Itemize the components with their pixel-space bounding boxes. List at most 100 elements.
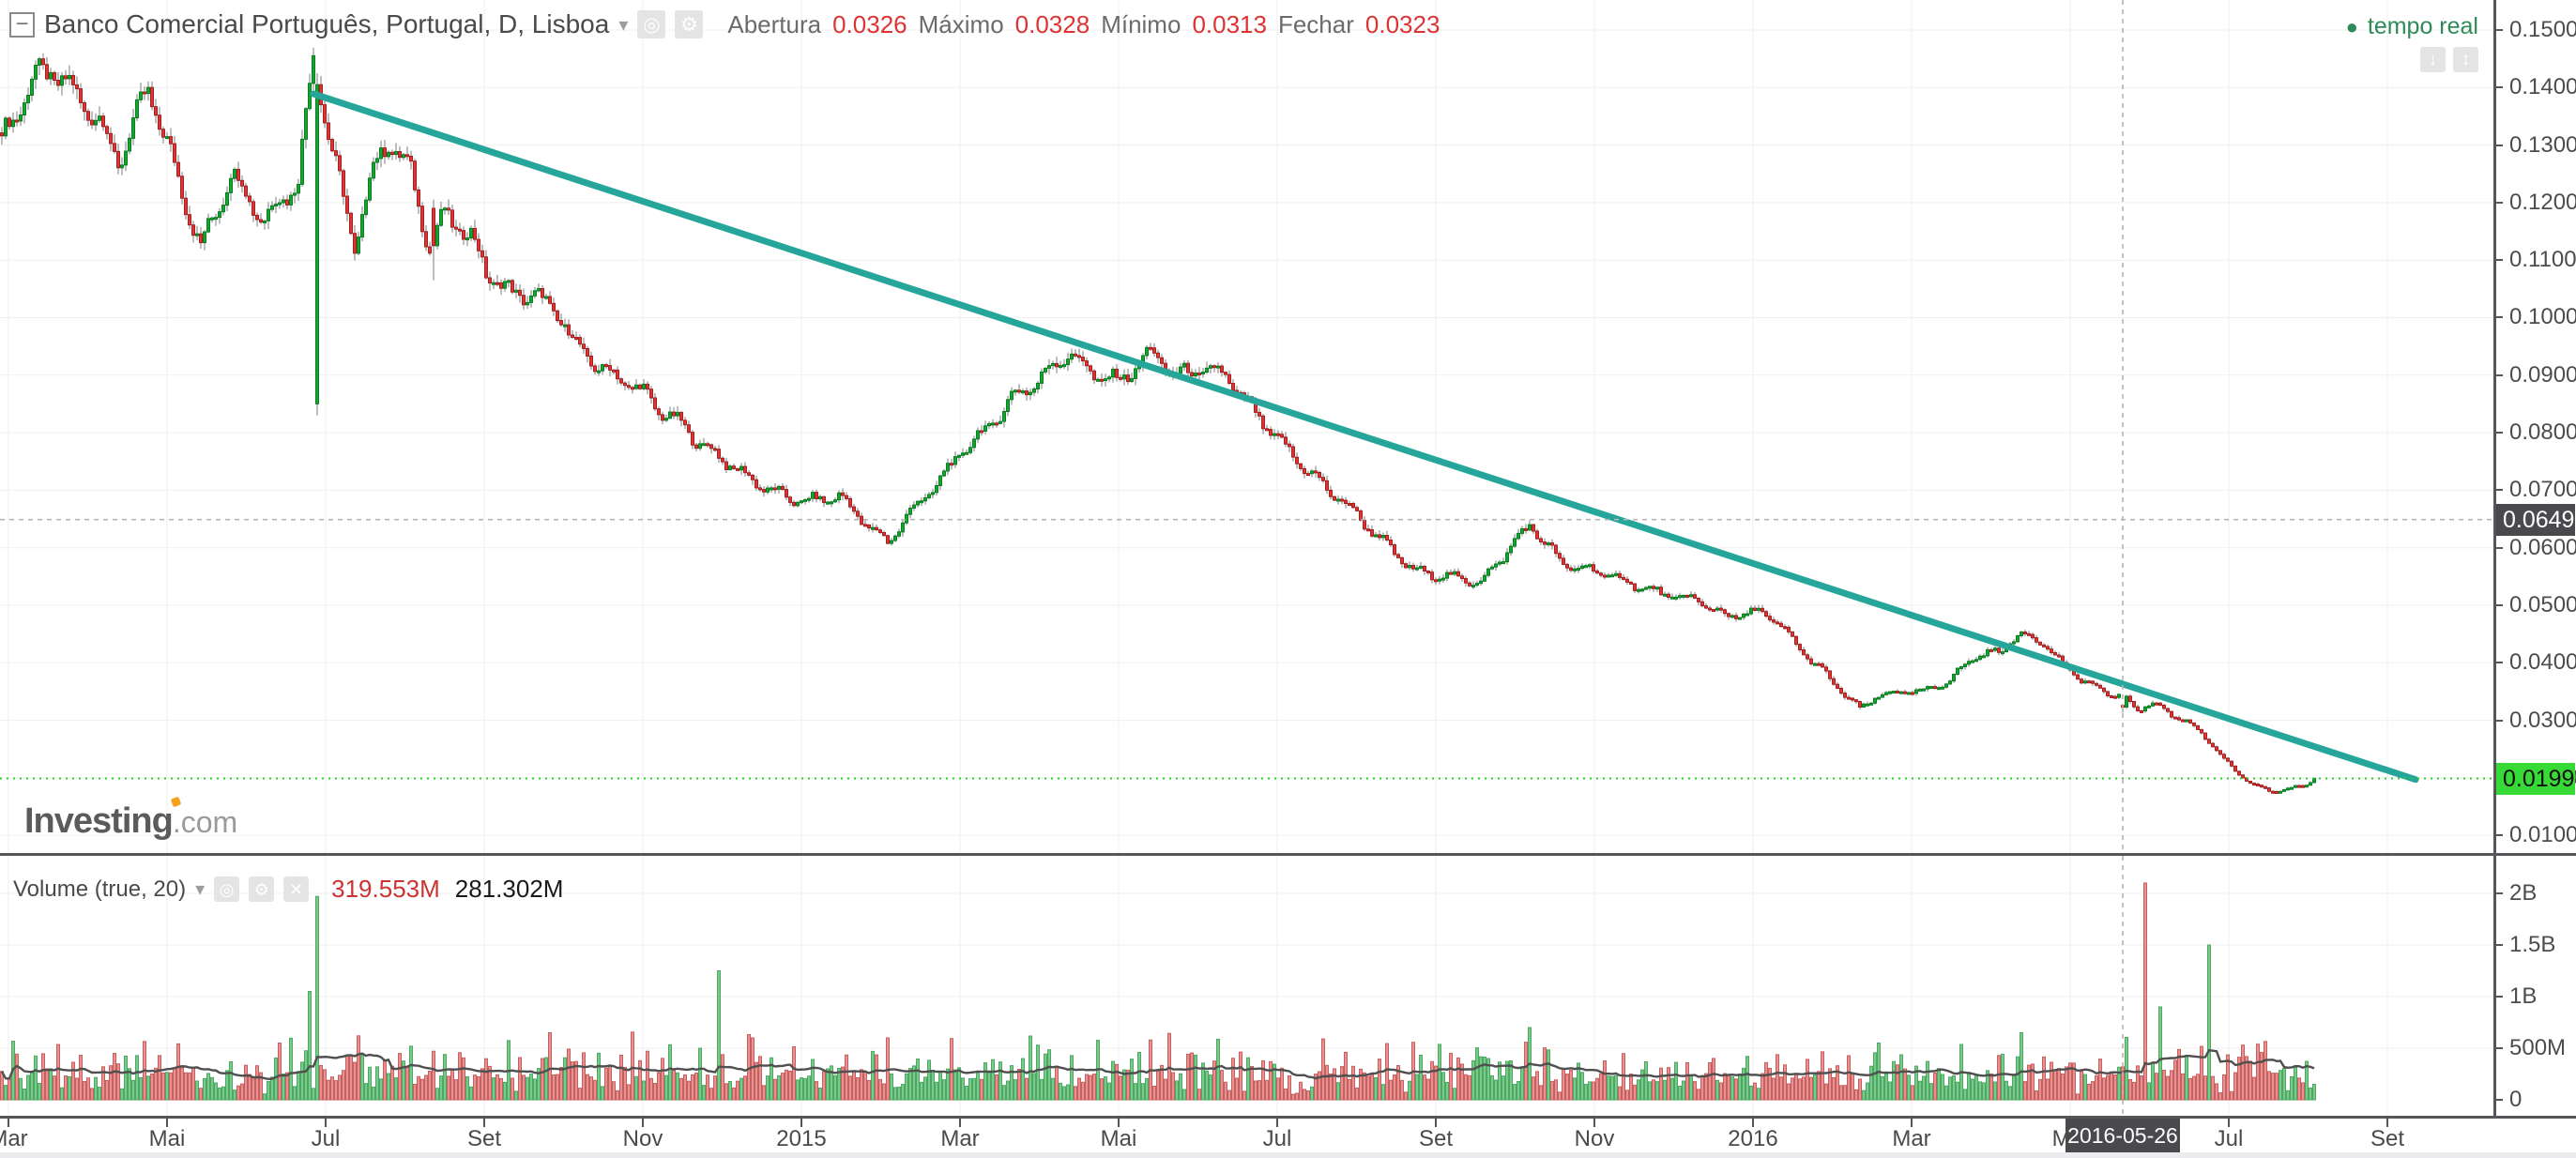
volume-chart-canvas[interactable]	[0, 856, 2493, 1117]
chevron-down-icon[interactable]: ▾	[618, 14, 629, 36]
time-tick-label: Set	[466, 1126, 502, 1151]
time-tick-label: 2016	[1728, 1126, 1778, 1151]
time-tick-mark	[1593, 1119, 1595, 1127]
price-tick-mark	[2493, 432, 2503, 434]
time-tick-mark	[1752, 1119, 1754, 1127]
time-tick-label: Nov	[1574, 1126, 1615, 1151]
bullseye-icon[interactable]: ◎	[214, 876, 240, 902]
time-tick-label: 2015	[776, 1126, 827, 1151]
price-tick-label: 0.0800	[2509, 419, 2576, 445]
volume-ma-value: 281.302M	[454, 875, 564, 903]
volume-tick-label: 1.5B	[2509, 932, 2556, 957]
price-tick-mark	[2493, 145, 2503, 146]
volume-tick-mark	[2493, 996, 2503, 998]
bullseye-icon[interactable]: ◎	[637, 10, 666, 38]
price-tick-mark	[2493, 720, 2503, 722]
time-tick-mark	[1276, 1119, 1278, 1127]
collapse-pane-icon[interactable]: −	[9, 11, 35, 38]
price-tick-mark	[2493, 259, 2503, 261]
volume-tick-label: 500M	[2509, 1035, 2567, 1060]
time-tick-label: Mai	[148, 1126, 186, 1151]
price-tick-label: 0.1300	[2509, 132, 2576, 158]
price-tick-mark	[2493, 316, 2503, 318]
realtime-status: ● tempo real	[2346, 13, 2478, 40]
chevron-down-icon[interactable]: ▾	[195, 879, 206, 900]
price-tick-label: 0.0500	[2509, 592, 2576, 617]
close-label: Fechar	[1277, 9, 1354, 38]
price-tick-mark	[2493, 834, 2503, 836]
ohlc-legend: Abertura 0.0326 Máximo 0.0328 Mínimo 0.0…	[727, 10, 1440, 39]
gear-icon[interactable]: ⚙	[675, 10, 704, 38]
volume-tick-mark	[2493, 1099, 2503, 1101]
time-tick-mark	[483, 1119, 485, 1127]
time-tick-label: Mai	[1100, 1126, 1137, 1151]
time-tick-mark	[1435, 1119, 1437, 1127]
time-axis-border	[0, 1116, 2576, 1119]
crosshair-price-badge: 0.0649	[2496, 504, 2575, 536]
price-tick-label: 0.1100	[2509, 247, 2576, 272]
time-tick-mark	[2228, 1119, 2230, 1127]
price-tick-label: 0.0700	[2509, 477, 2576, 502]
time-tick-mark	[642, 1119, 644, 1127]
price-tick-label: 0.0900	[2509, 362, 2576, 388]
price-tick-mark	[2493, 202, 2503, 204]
volume-tick-label: 1B	[2509, 983, 2538, 1009]
time-tick-mark	[325, 1119, 327, 1127]
low-value: 0.0313	[1192, 9, 1267, 38]
pane-separator[interactable]	[0, 853, 2576, 856]
arrow-down-icon[interactable]: ↓	[2420, 47, 2446, 72]
time-tick-label: Set	[1418, 1126, 1454, 1151]
main-chart-header: − Banco Comercial Português, Portugal, D…	[9, 9, 1440, 39]
time-tick-label: Jul	[311, 1126, 341, 1151]
time-tick-label: Set	[2370, 1126, 2405, 1151]
time-tick-mark	[1911, 1119, 1913, 1127]
price-tick-mark	[2493, 604, 2503, 606]
price-tick-label: 0.0100	[2509, 822, 2576, 847]
high-label: Máximo	[918, 9, 1004, 38]
price-tick-mark	[2493, 547, 2503, 549]
bottom-strip	[0, 1152, 2576, 1158]
open-value: 0.0326	[832, 9, 907, 38]
price-tick-mark	[2493, 374, 2503, 376]
price-tick-label: 0.1500	[2509, 17, 2576, 42]
price-axis-border	[2493, 0, 2496, 1119]
symbol-title[interactable]: Banco Comercial Português, Portugal, D, …	[44, 9, 610, 38]
volume-value: 319.553M	[331, 875, 440, 903]
price-tick-label: 0.0300	[2509, 708, 2576, 733]
time-tick-mark	[959, 1119, 961, 1127]
price-tick-label: 0.1200	[2509, 190, 2576, 215]
time-tick-label: Jul	[1262, 1126, 1292, 1151]
price-tick-label: 0.0600	[2509, 535, 2576, 560]
watermark-tld: .com	[172, 805, 238, 839]
realtime-label: tempo real	[2367, 13, 2478, 39]
investing-watermark: Investing .com	[24, 796, 238, 842]
volume-tick-label: 0	[2509, 1087, 2523, 1112]
realtime-dot-icon: ●	[2345, 14, 2358, 38]
main-chart-canvas[interactable]	[0, 0, 2493, 856]
close-icon[interactable]: ✕	[283, 876, 310, 902]
time-tick-label: Mar	[0, 1126, 28, 1151]
price-tick-mark	[2493, 662, 2503, 663]
volume-pane-header: Volume (true, 20) ▾ ◎ ⚙ ✕ 319.553M 281.3…	[13, 875, 563, 904]
last-price-badge: 0.0199	[2496, 763, 2575, 795]
price-tick-mark	[2493, 86, 2503, 88]
time-tick-mark	[1118, 1119, 1120, 1127]
gear-icon[interactable]: ⚙	[249, 876, 275, 902]
arrows-vertical-icon[interactable]: ↕	[2453, 47, 2478, 72]
volume-tick-mark	[2493, 892, 2503, 894]
price-tick-label: 0.0400	[2509, 649, 2576, 675]
crosshair-date-badge: 2016-05-26	[2065, 1119, 2180, 1152]
time-tick-mark	[8, 1119, 9, 1127]
price-tick-label: 0.1000	[2509, 304, 2576, 329]
volume-indicator-label[interactable]: Volume (true, 20)	[13, 876, 187, 902]
price-tick-mark	[2493, 29, 2503, 31]
open-label: Abertura	[727, 9, 822, 38]
price-tick-mark	[2493, 489, 2503, 491]
volume-tick-mark	[2493, 944, 2503, 946]
close-value: 0.0323	[1364, 9, 1440, 38]
time-tick-mark	[166, 1119, 168, 1127]
time-tick-label: Mar	[1892, 1126, 1931, 1151]
price-tick-label: 0.1400	[2509, 74, 2576, 99]
low-label: Mínimo	[1101, 9, 1181, 38]
